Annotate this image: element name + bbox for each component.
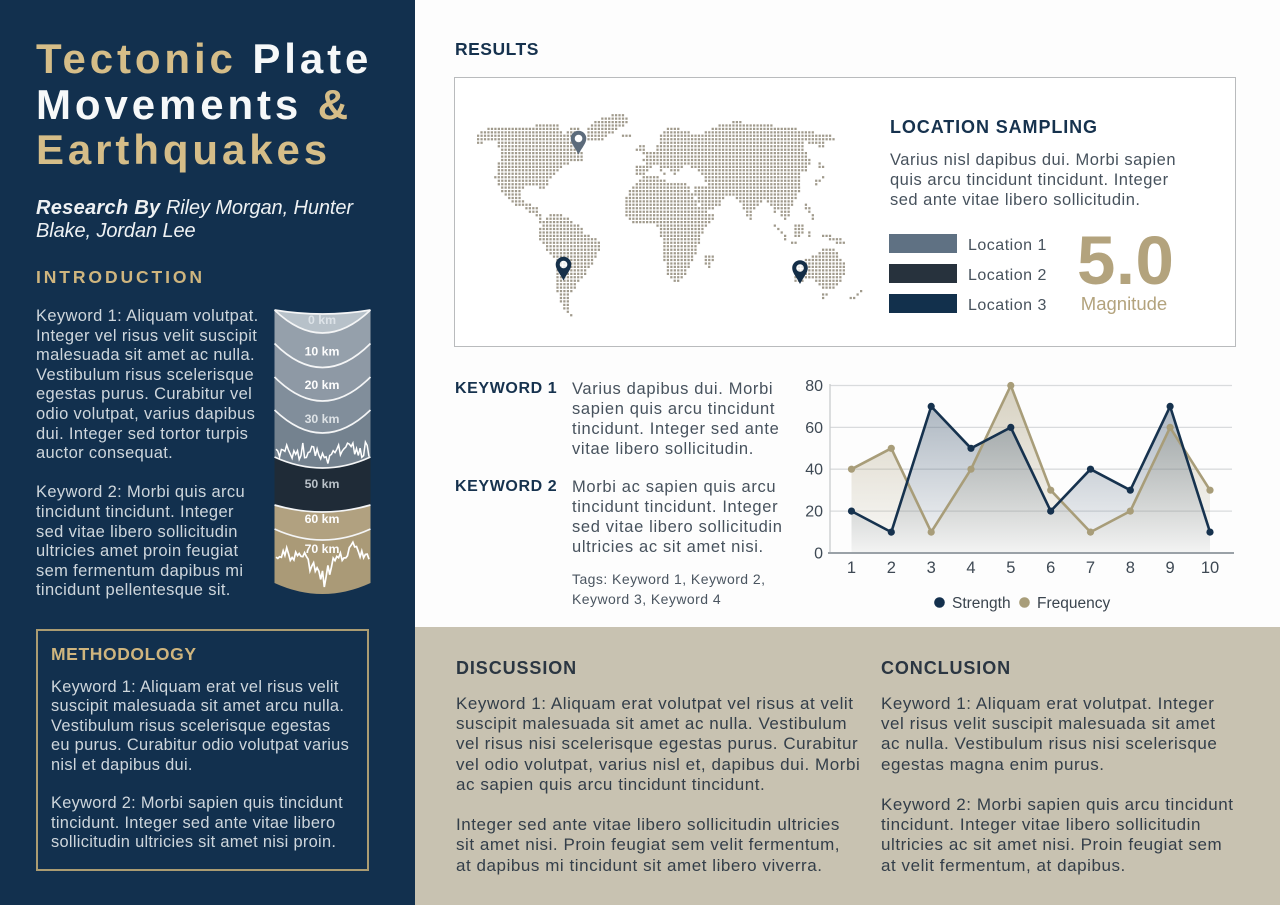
svg-text:3: 3 [927,559,936,577]
svg-text:10 km: 10 km [305,345,340,359]
svg-text:5: 5 [1006,559,1015,577]
svg-text:60 km: 60 km [305,512,340,526]
svg-text:10: 10 [1201,559,1219,577]
svg-text:20: 20 [805,504,823,521]
svg-text:0: 0 [814,546,823,563]
svg-text:Strength: Strength [952,595,1011,612]
svg-text:30 km: 30 km [305,412,340,426]
svg-text:7: 7 [1086,559,1095,577]
svg-text:40: 40 [805,462,823,479]
svg-text:20 km: 20 km [305,378,340,392]
svg-text:50 km: 50 km [305,477,340,491]
svg-text:6: 6 [1046,559,1055,577]
svg-text:4: 4 [966,559,975,577]
svg-text:2: 2 [887,559,896,577]
svg-text:70 km: 70 km [305,542,340,556]
svg-text:8: 8 [1126,559,1135,577]
svg-text:9: 9 [1166,559,1175,577]
svg-text:80: 80 [805,378,823,395]
svg-text:0 km: 0 km [308,313,336,327]
svg-text:1: 1 [847,559,856,577]
svg-text:Frequency: Frequency [1037,595,1110,612]
svg-text:60: 60 [805,420,823,437]
